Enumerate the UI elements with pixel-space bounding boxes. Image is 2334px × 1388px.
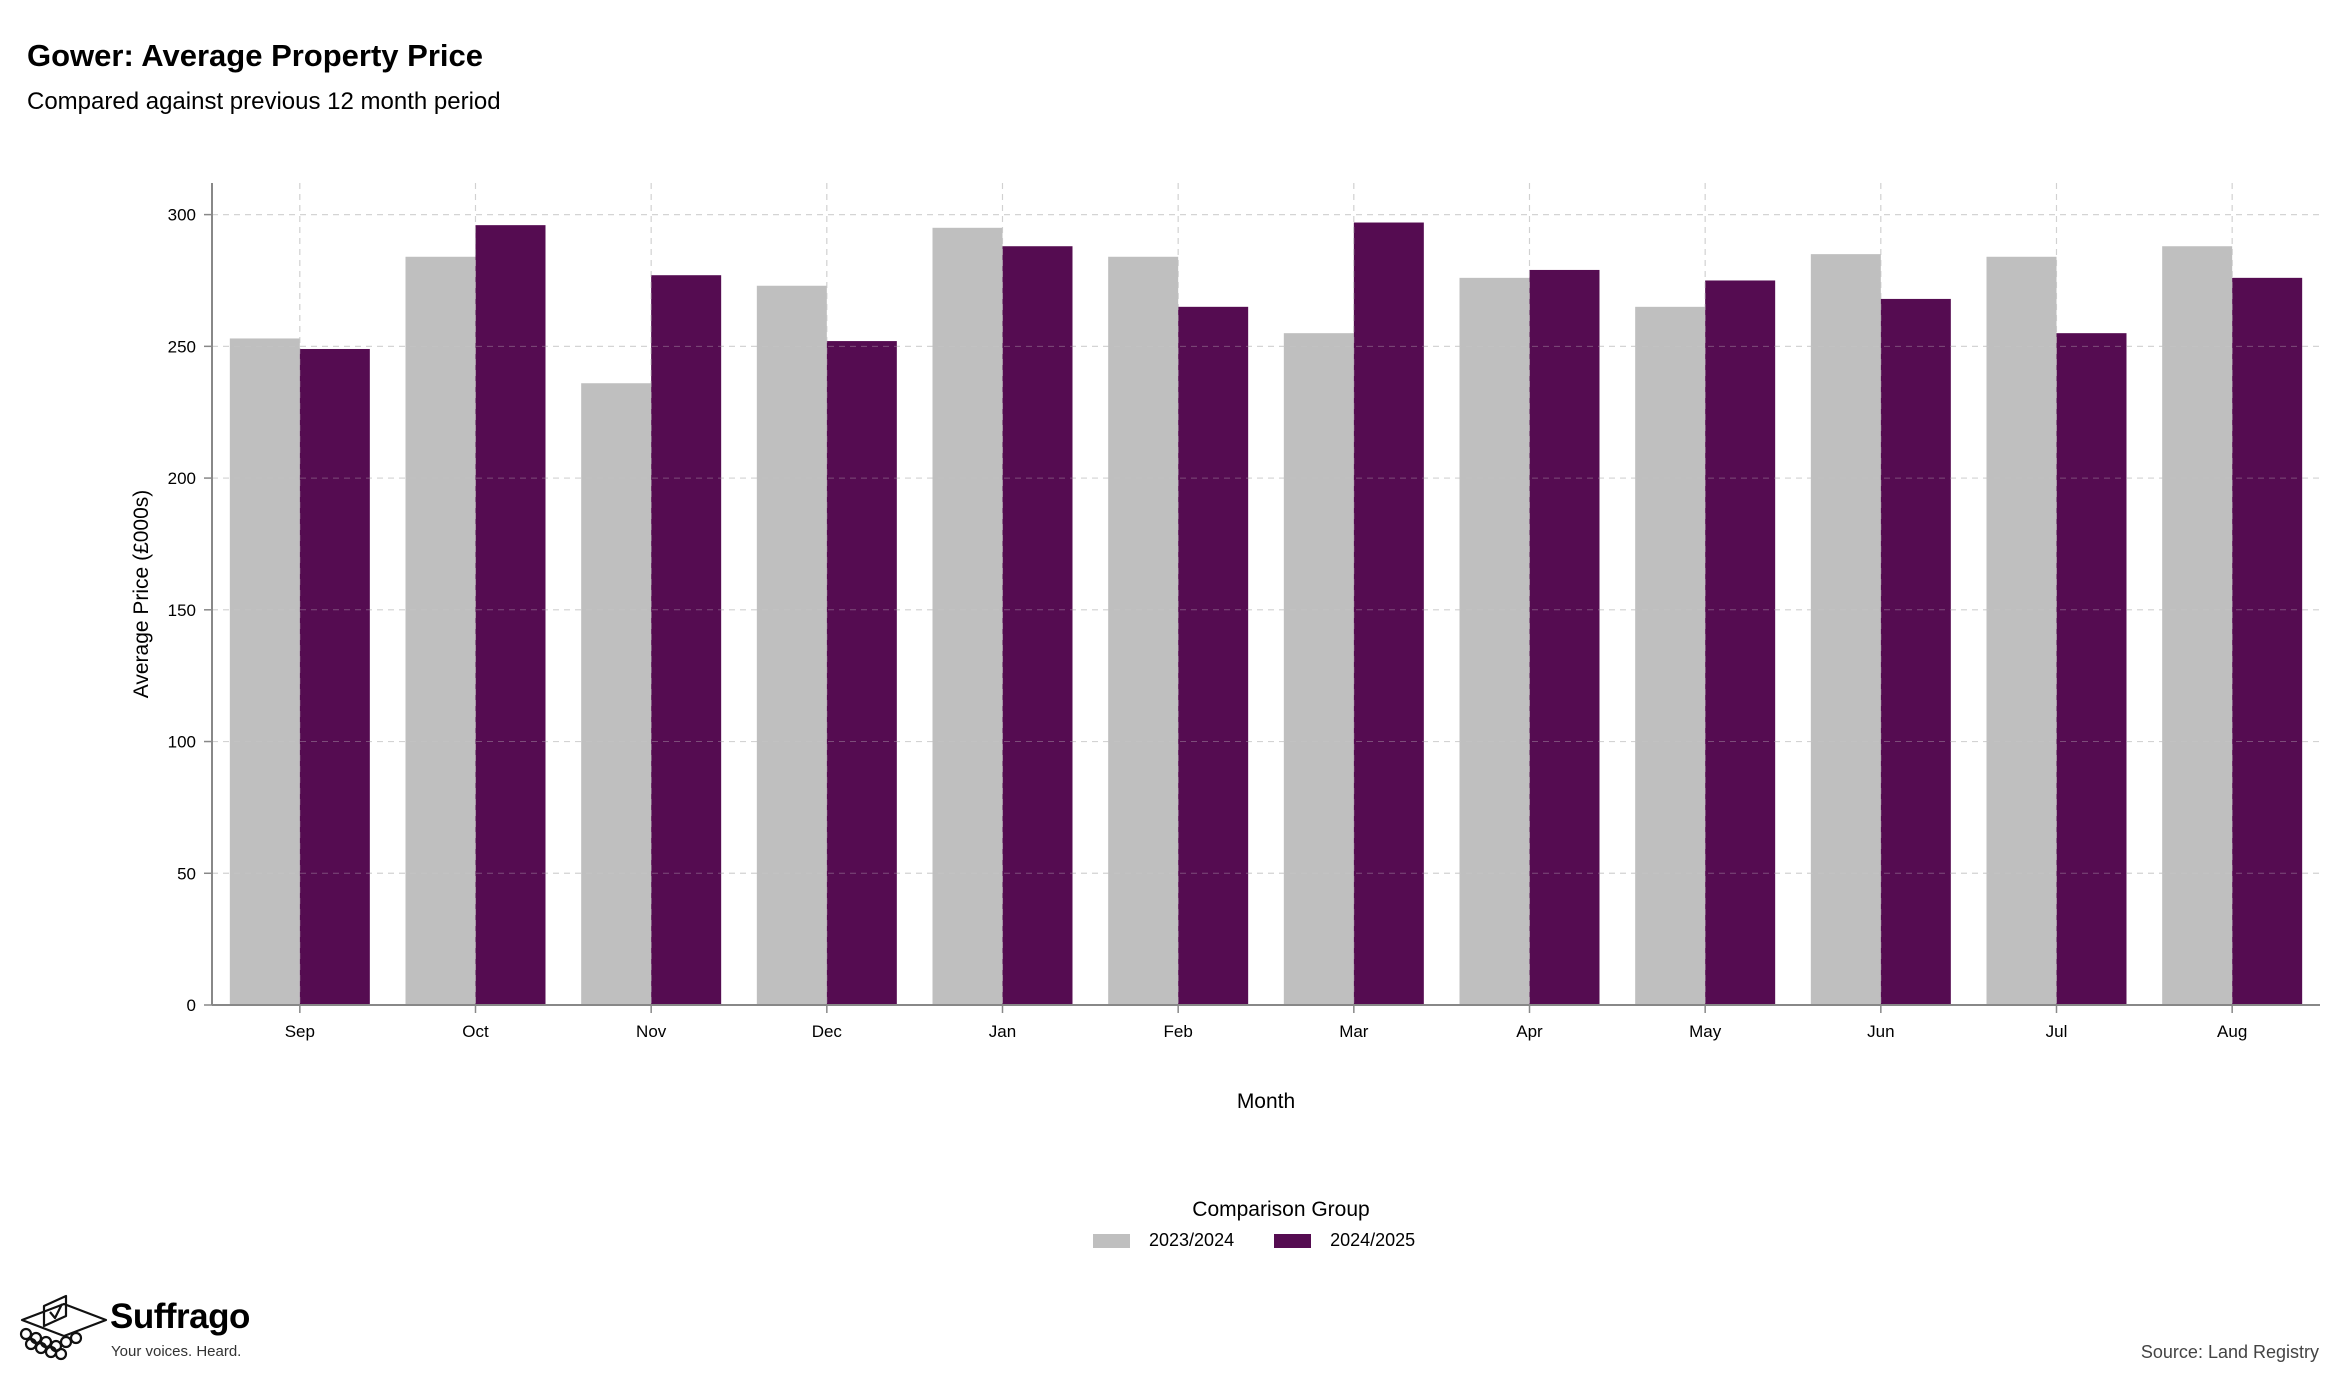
y-tick-label: 300 <box>168 206 196 225</box>
source-note: Source: Land Registry <box>2140 1342 2319 1362</box>
bar-2024-2025-may <box>1705 280 1776 1005</box>
bar-2024-2025-jun <box>1880 298 1951 1005</box>
x-tick-label: Nov <box>636 1022 667 1041</box>
legend-item-2024-2025: 2024/2025 <box>1274 1230 1415 1251</box>
x-tick-label: Apr <box>1516 1022 1543 1041</box>
bar-2024-2025-jan <box>1002 246 1073 1005</box>
bar-2023-2024-jun <box>1810 254 1881 1005</box>
legend-item-2023-2024: 2023/2024 <box>1093 1230 1234 1251</box>
x-tick-label: Jul <box>2046 1022 2068 1041</box>
legend-swatch-2023-2024 <box>1093 1233 1130 1248</box>
x-axis-title: Month <box>1237 1090 1295 1113</box>
bar-2023-2024-oct <box>405 256 476 1005</box>
x-tick-label: Oct <box>462 1022 489 1041</box>
x-tick-label: May <box>1689 1022 1722 1041</box>
legend-label-2023-2024: 2023/2024 <box>1149 1230 1235 1250</box>
bar-2023-2024-may <box>1635 306 1706 1006</box>
bar-2024-2025-dec <box>826 341 897 1006</box>
bars <box>212 183 2320 1006</box>
bar-2024-2025-oct <box>475 225 546 1006</box>
x-tick-label: Aug <box>2217 1022 2247 1041</box>
bar-2024-2025-aug <box>2232 277 2303 1005</box>
x-tick-label: Jun <box>1867 1022 1894 1041</box>
y-tick-label: 100 <box>168 733 196 752</box>
x-tick-label: Jan <box>989 1022 1016 1041</box>
bar-2024-2025-jul <box>2056 333 2127 1005</box>
bar-2023-2024-nov <box>581 383 652 1005</box>
bar-2023-2024-sep <box>229 338 300 1005</box>
bar-2023-2024-apr <box>1459 277 1530 1005</box>
legend: 2023/2024 2024/2025 <box>1093 1230 1455 1251</box>
axes <box>204 183 2320 1013</box>
x-tick-label: Mar <box>1339 1022 1369 1041</box>
y-tick-label: 0 <box>187 996 196 1015</box>
bar-2024-2025-mar <box>1353 222 1424 1005</box>
brand-name: Suffrago <box>110 1297 250 1336</box>
bar-2023-2024-jul <box>1986 256 2057 1005</box>
x-tick-label: Sep <box>285 1022 315 1041</box>
chart-title: Gower: Average Property Price <box>27 38 483 73</box>
bar-2024-2025-nov <box>651 275 722 1005</box>
y-tick-label: 200 <box>168 469 196 488</box>
y-tick-label: 50 <box>177 864 196 883</box>
bar-2023-2024-jan <box>932 227 1003 1006</box>
bar-2024-2025-sep <box>299 348 370 1005</box>
bar-2023-2024-dec <box>756 285 827 1005</box>
legend-title: Comparison Group <box>1192 1198 1370 1221</box>
brand-tagline: Your voices. Heard. <box>111 1343 242 1360</box>
chart-subtitle: Compared against previous 12 month perio… <box>27 88 501 115</box>
bar-2024-2025-apr <box>1529 269 1600 1005</box>
x-tick-label: Feb <box>1164 1022 1193 1041</box>
x-tick-label: Dec <box>812 1022 843 1041</box>
bar-2023-2024-mar <box>1283 333 1354 1005</box>
legend-label-2024-2025: 2024/2025 <box>1330 1230 1416 1250</box>
bar-2023-2024-feb <box>1108 256 1179 1005</box>
y-tick-label: 150 <box>168 601 196 620</box>
legend-swatch-2024-2025 <box>1274 1233 1312 1248</box>
bar-2024-2025-feb <box>1178 306 1249 1006</box>
ballot-box-icon <box>19 1294 108 1361</box>
y-tick-label: 250 <box>168 337 196 356</box>
y-axis-title: Average Price (£000s) <box>130 490 153 699</box>
tick-labels: 0 50 100 150 200 250 300 Sep Oct Nov Dec Jan Feb Mar A… <box>168 206 2248 1041</box>
bar-2023-2024-aug <box>2162 246 2233 1005</box>
